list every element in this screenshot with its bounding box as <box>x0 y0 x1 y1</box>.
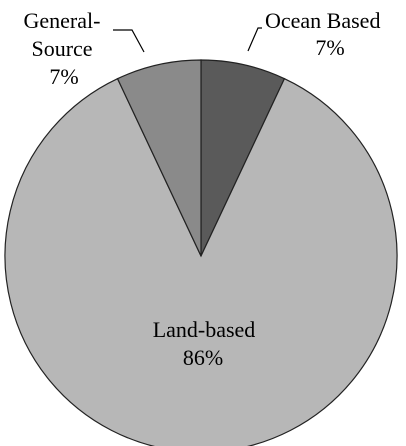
label-ocean-name: Ocean Based <box>265 8 380 33</box>
pie-slice-land-based <box>4 77 398 446</box>
leader-line-general <box>113 29 145 53</box>
leader-line-ocean <box>247 27 262 52</box>
leader-lines <box>113 27 262 53</box>
slice-labels: Ocean Based 7% General- Source 7% Land-b… <box>24 8 381 370</box>
label-ocean-pct: 7% <box>315 35 344 60</box>
label-general-name-2: Source <box>31 36 92 61</box>
pie-slices <box>4 59 398 446</box>
pie-slice-general-source <box>116 59 202 257</box>
label-general-pct: 7% <box>49 64 78 89</box>
label-land-pct: 86% <box>183 345 223 370</box>
label-general-name-1: General- <box>24 8 101 33</box>
label-land-name: Land-based <box>153 317 256 342</box>
